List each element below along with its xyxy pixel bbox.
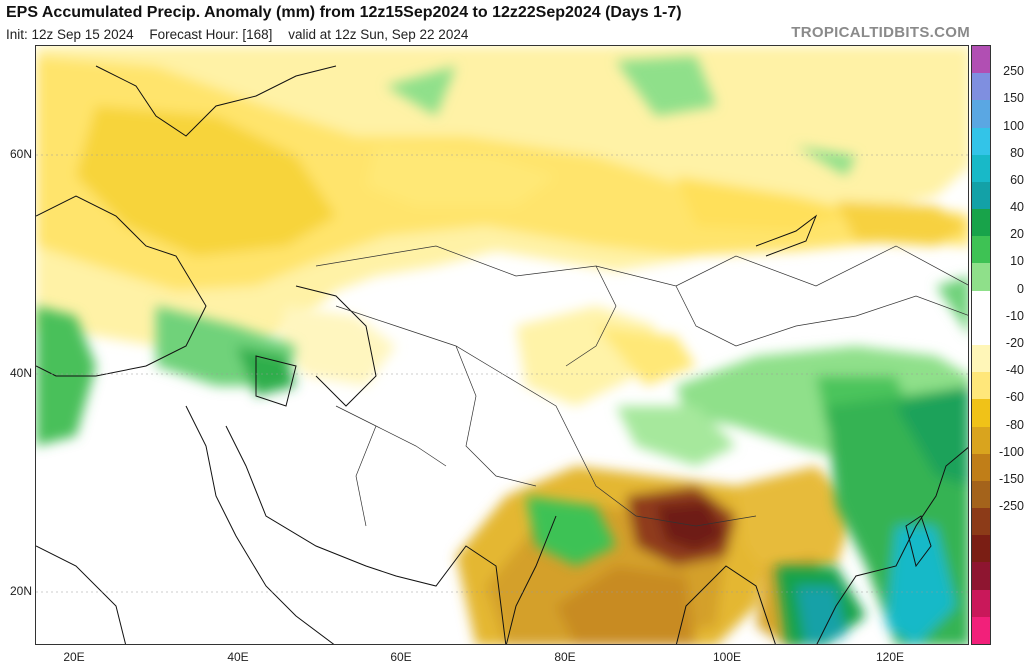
lon-label-120e: 120E [875, 650, 905, 664]
colorbar-segment [972, 290, 990, 319]
colorbar-segment [972, 127, 990, 156]
colorbar-segment [972, 236, 990, 264]
lat-label-40n: 40N [9, 366, 32, 380]
colorbar-segment [972, 508, 990, 536]
forecast-hour: Forecast Hour: [168] [149, 27, 273, 42]
colorbar-segment [972, 181, 990, 210]
colorbar-label: -80 [1005, 417, 1024, 432]
colorbar-label: 40 [1010, 200, 1024, 215]
map-title: EPS Accumulated Precip. Anomaly (mm) fro… [6, 4, 682, 21]
colorbar-label: -250 [998, 499, 1024, 514]
colorbar-segment [972, 426, 990, 455]
colorbar-segment [972, 480, 990, 509]
colorbar-label: -40 [1005, 363, 1024, 378]
lat-label-20n: 20N [9, 584, 32, 598]
site-brand: TROPICALTIDBITS.COM [791, 24, 970, 41]
map-canvas [36, 46, 968, 644]
colorbar-label: 60 [1010, 172, 1024, 187]
colorbar-label: -20 [1005, 336, 1024, 350]
lon-label-60e: 60E [390, 650, 412, 664]
colorbar [971, 45, 991, 645]
colorbar-label: 20 [1010, 227, 1024, 242]
dry-anomaly-central [276, 306, 696, 406]
lon-label-20e: 20E [63, 650, 85, 664]
colorbar-segment [972, 209, 990, 237]
precip-anomaly-map [35, 45, 969, 645]
colorbar-segment [972, 562, 990, 591]
colorbar-label: 250 [1003, 64, 1024, 79]
colorbar-label: 100 [1003, 118, 1024, 133]
colorbar-label: 150 [1003, 91, 1024, 106]
init-time: Init: 12z Sep 15 2024 [6, 27, 134, 42]
colorbar-segment [972, 317, 990, 346]
colorbar-label: -150 [998, 471, 1024, 486]
coastlines [36, 65, 968, 644]
colorbar-label: 10 [1010, 254, 1024, 269]
colorbar-label: 80 [1010, 145, 1024, 160]
valid-time: valid at 12z Sun, Sep 22 2024 [288, 27, 469, 42]
lat-label-60n: 60N [9, 147, 32, 161]
colorbar-label: -10 [1005, 308, 1024, 323]
country-borders [315, 245, 968, 527]
colorbar-segment [972, 345, 990, 373]
colorbar-segment [972, 535, 990, 563]
wet-anomaly [36, 56, 968, 644]
colorbar-label: -100 [998, 444, 1024, 459]
colorbar-segment [972, 263, 990, 292]
graticule [36, 154, 968, 593]
colorbar-segment [972, 154, 990, 183]
colorbar-segment [972, 453, 990, 482]
colorbar-label: -60 [1005, 390, 1024, 405]
colorbar-segment [972, 100, 990, 129]
colorbar-segment [972, 372, 990, 400]
colorbar-segment [972, 589, 990, 618]
dry-anomaly-north [36, 46, 968, 356]
colorbar-segment [972, 46, 990, 74]
lon-label-40e: 40E [227, 650, 249, 664]
colorbar-label: 0 [1017, 281, 1024, 296]
colorbar-segment [972, 399, 990, 428]
lon-label-100e: 100E [712, 650, 742, 664]
lon-label-80e: 80E [554, 650, 576, 664]
map-subtitle: Init: 12z Sep 15 2024 Forecast Hour: [16… [6, 27, 480, 42]
colorbar-segment [972, 73, 990, 101]
colorbar-segment [972, 616, 990, 645]
